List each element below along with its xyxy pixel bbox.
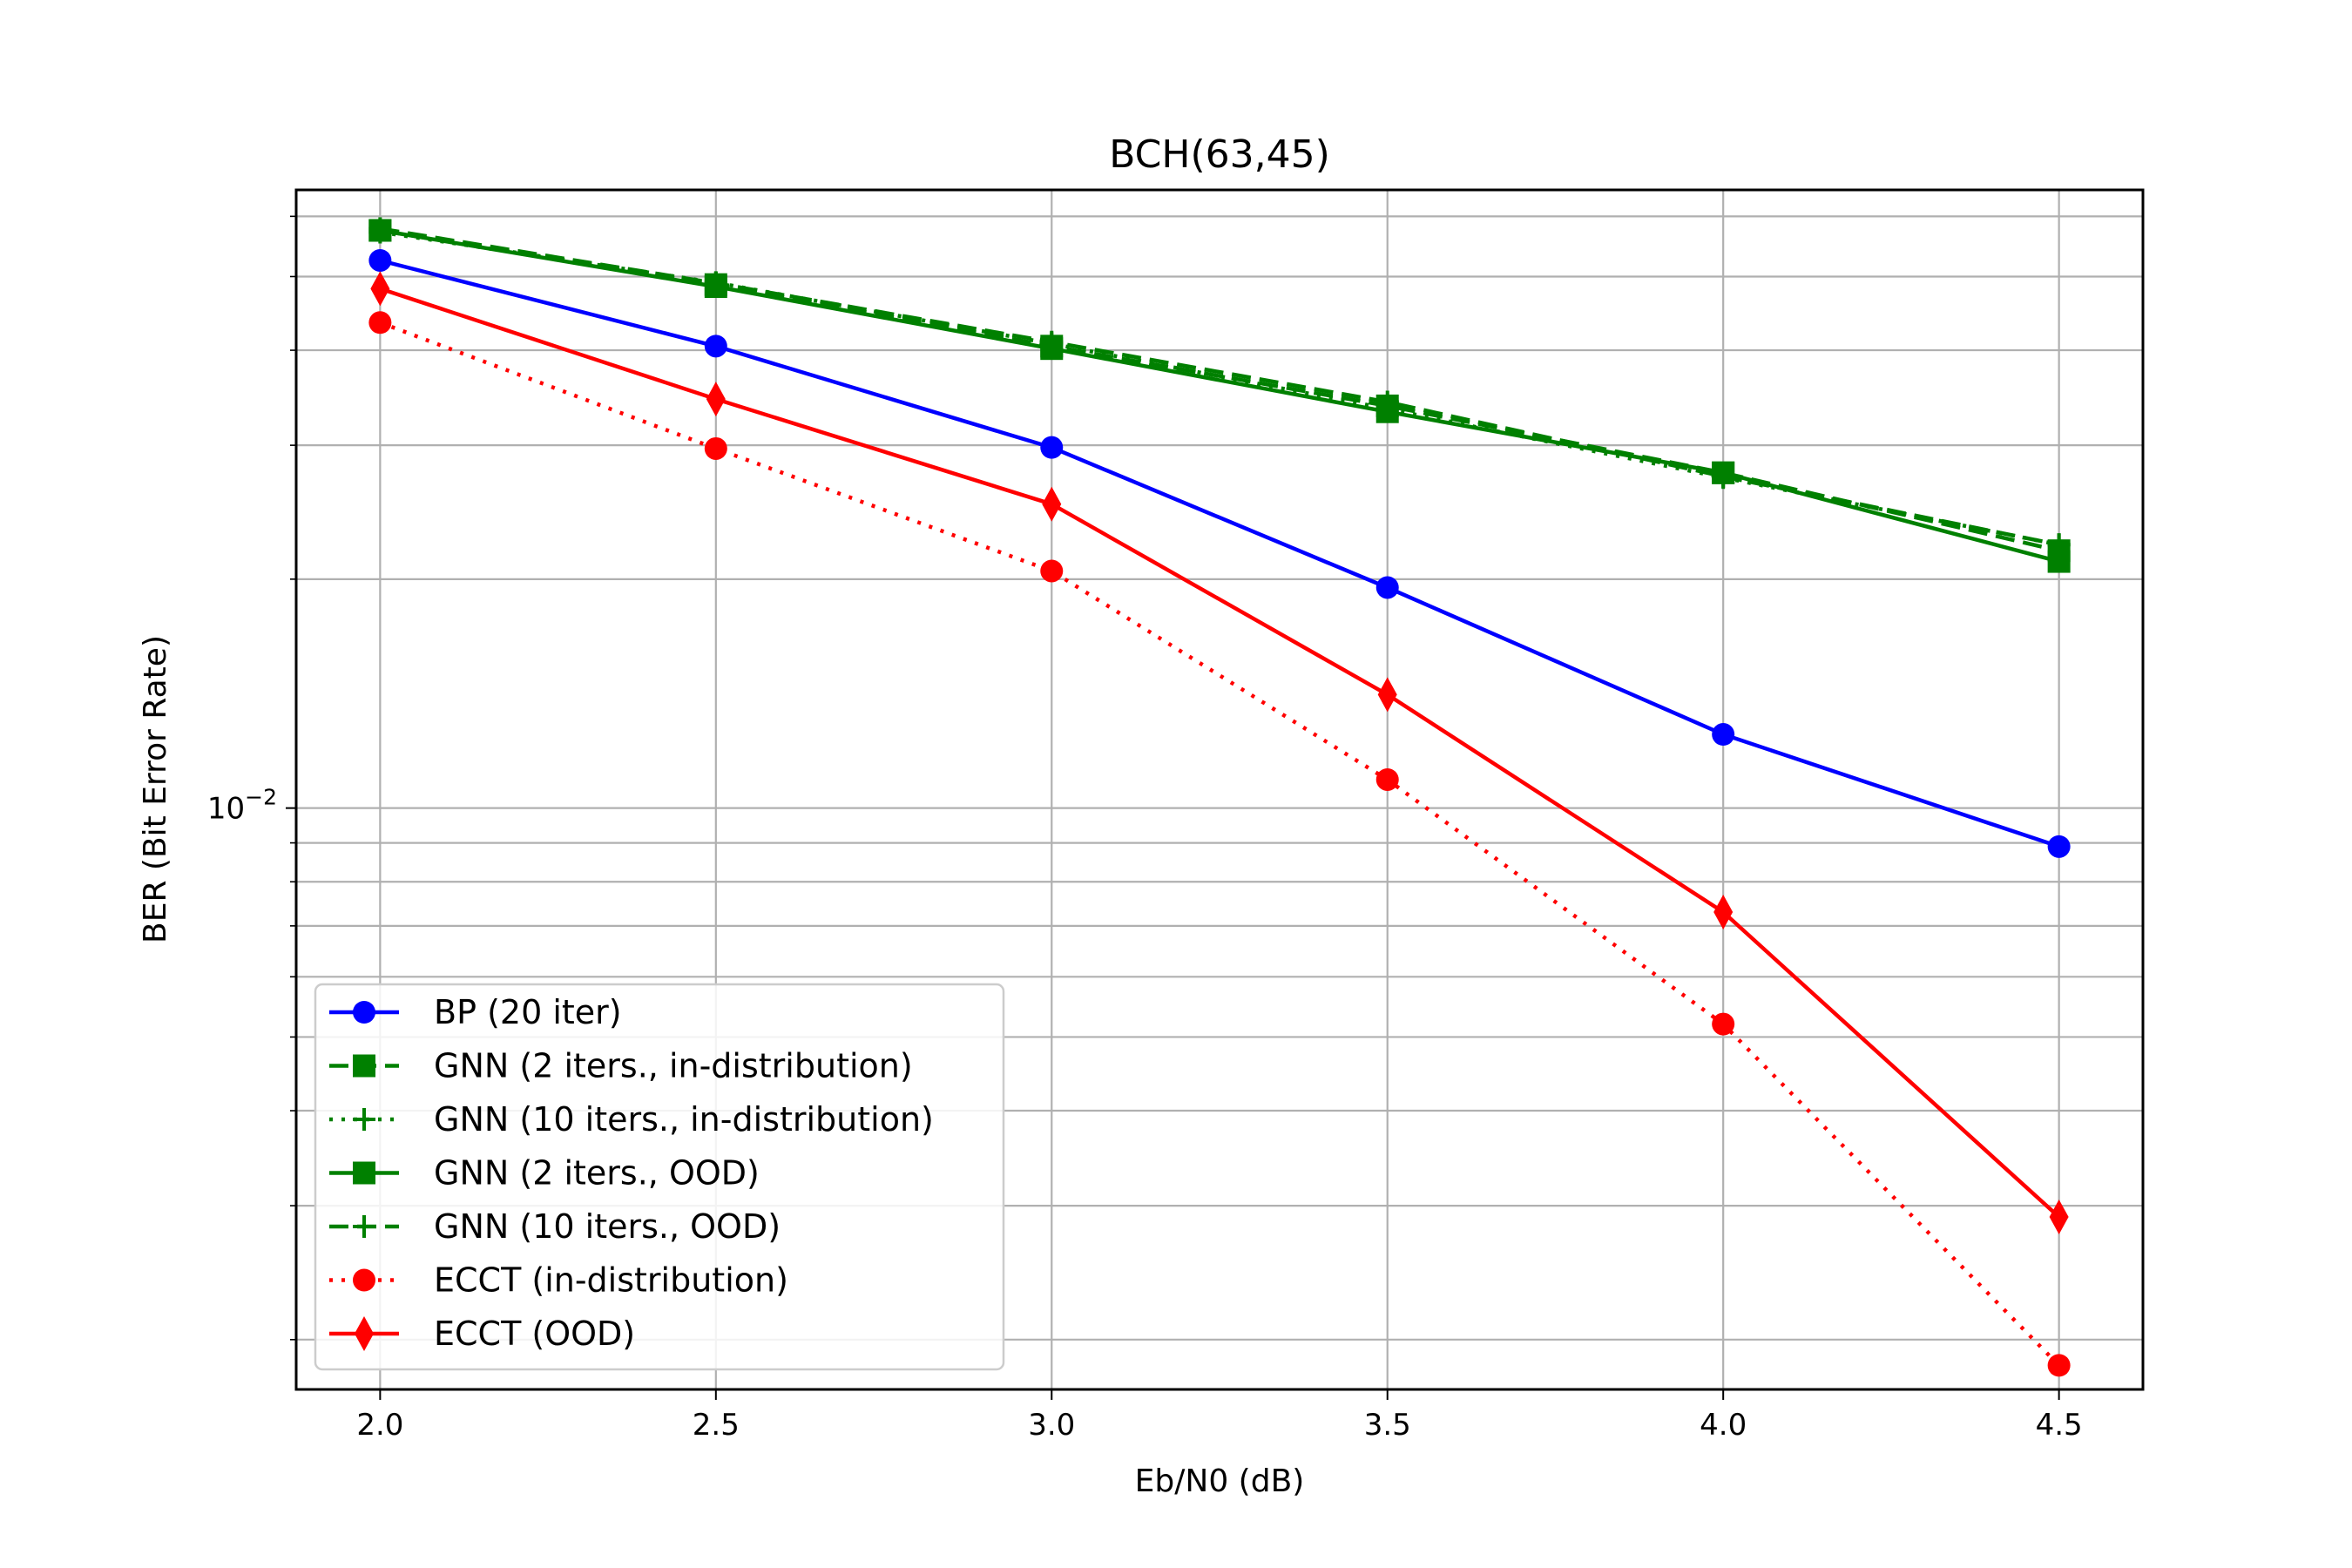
- y-axis-label: BER (Bit Error Rate): [138, 635, 173, 943]
- legend-marker: [353, 1215, 375, 1238]
- x-tick-label: 2.5: [693, 1408, 740, 1443]
- legend-item: GNN (10 iters., in-distribution): [329, 1100, 934, 1139]
- series-6: [370, 271, 2069, 1234]
- legend-marker: [353, 1268, 375, 1292]
- data-point: [1712, 1012, 1735, 1036]
- data-point: [1375, 576, 1399, 599]
- x-axis: 2.0 2.5 3.0 3.5 4.0 4.5: [356, 1389, 2083, 1443]
- legend-item: GNN (10 iters., OOD): [329, 1207, 781, 1246]
- y-tick-label: 10−2: [207, 785, 277, 827]
- legend-item: ECCT (in-distribution): [329, 1261, 788, 1300]
- x-axis-label: Eb/N0 (dB): [1135, 1463, 1305, 1499]
- data-point: [1377, 677, 1397, 713]
- data-point: [1040, 559, 1064, 583]
- data-point: [706, 382, 726, 417]
- series-line: [380, 226, 2060, 547]
- data-point: [2047, 533, 2071, 557]
- legend-label: BP (20 iter): [434, 993, 622, 1031]
- data-point: [1040, 436, 1064, 459]
- data-point: [1042, 486, 1062, 522]
- legend-item: GNN (2 iters., in-distribution): [329, 1047, 913, 1085]
- x-tick-label: 3.5: [1364, 1408, 1411, 1443]
- legend-marker: [355, 1316, 374, 1351]
- data-point: [1375, 767, 1399, 791]
- x-tick-label: 4.5: [2036, 1408, 2083, 1443]
- x-tick-label: 4.0: [1700, 1408, 1747, 1443]
- legend-label: GNN (2 iters., in-distribution): [434, 1047, 913, 1085]
- series-line: [380, 230, 2060, 547]
- legend-frame: [314, 983, 1005, 1371]
- series-line: [380, 228, 2060, 564]
- chart-title: BCH(63,45): [1109, 132, 1330, 177]
- series-4: [368, 217, 2071, 557]
- data-point: [2049, 1199, 2069, 1234]
- data-point: [2047, 1354, 2071, 1377]
- series-0: [368, 248, 2071, 858]
- series-3: [368, 219, 2071, 573]
- legend-label: GNN (2 iters., OOD): [434, 1154, 760, 1193]
- legend-marker: [353, 1108, 375, 1131]
- series-line: [380, 228, 2060, 553]
- plot-frame: [294, 188, 2145, 1391]
- data-point: [704, 335, 727, 358]
- series-line: [379, 258, 2060, 848]
- legend-label: ECCT (OOD): [434, 1315, 635, 1353]
- legend: BP (20 iter) GNN (2 iters., in-distributi…: [314, 983, 1005, 1371]
- legend-label: GNN (10 iters., OOD): [434, 1207, 781, 1246]
- legend-marker: [353, 1054, 375, 1078]
- y-axis: 10−2: [207, 215, 296, 1341]
- grid: [296, 190, 2143, 1389]
- legend-label: GNN (10 iters., in-distribution): [434, 1100, 934, 1139]
- data-point: [1712, 464, 1735, 488]
- series-5: [368, 311, 2071, 1377]
- data-point: [704, 436, 727, 460]
- data-point: [704, 272, 727, 295]
- data-point: [368, 217, 392, 240]
- legend-label: ECCT (in-distribution): [434, 1261, 788, 1300]
- data-point: [1712, 723, 1735, 747]
- legend-marker: [353, 1161, 375, 1185]
- data-point: [1040, 330, 1064, 354]
- data-point: [370, 271, 390, 307]
- series-line: [379, 287, 2061, 1219]
- legend-item: BP (20 iter): [329, 993, 622, 1031]
- legend-marker: [353, 1001, 375, 1024]
- x-tick-label: 2.0: [356, 1408, 403, 1443]
- data-point: [1375, 390, 1399, 414]
- series-layer: [368, 217, 2071, 1377]
- data-point: [368, 248, 392, 272]
- data-point: [368, 311, 392, 335]
- data-point: [2047, 835, 2071, 858]
- data-point: [1713, 894, 1734, 929]
- legend-item: GNN (2 iters., OOD): [329, 1154, 760, 1193]
- x-tick-label: 3.0: [1028, 1408, 1075, 1443]
- legend-item: ECCT (OOD): [329, 1315, 635, 1353]
